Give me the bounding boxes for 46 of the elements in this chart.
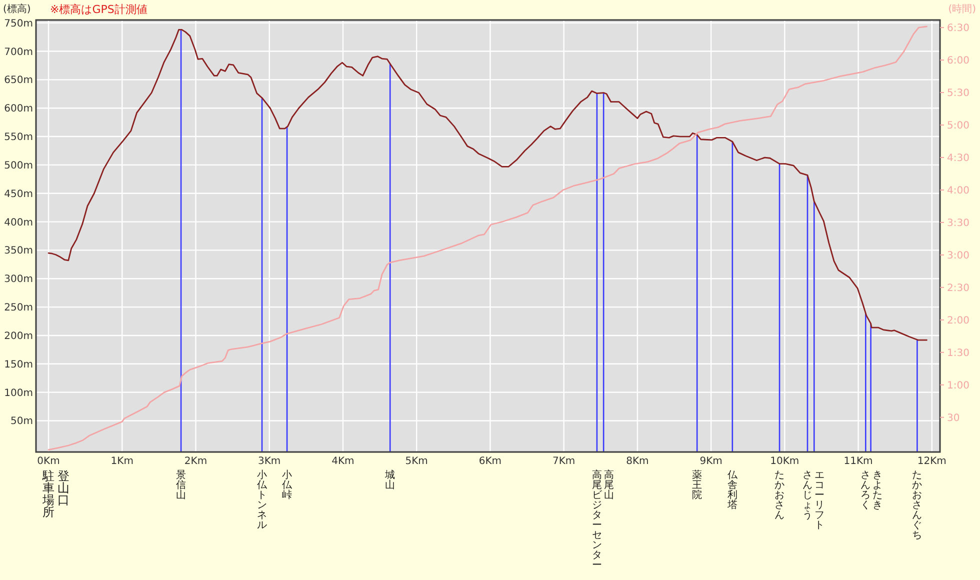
y-tick-label: 500m: [4, 160, 33, 172]
y-tick-label: 750m: [4, 18, 33, 30]
x-tick-label: 4Km: [332, 456, 354, 467]
y2-tick-label: 1:00: [947, 380, 970, 392]
y-tick-label: 550m: [4, 132, 33, 144]
y-tick-label: 50m: [10, 416, 33, 428]
y-tick-label: 350m: [4, 246, 33, 257]
y2-tick-label: 30: [947, 412, 960, 424]
y2-tick-label: 2:30: [947, 282, 970, 294]
x-tick-label: 6Km: [478, 456, 502, 467]
x-tick-label: 3Km: [258, 456, 281, 467]
x-tick-label: 5Km: [405, 456, 428, 467]
y2-tick-label: 5:30: [947, 88, 970, 100]
y-tick-label: 600m: [4, 104, 33, 115]
x-tick-label: 2Km: [184, 456, 208, 467]
y2-tick-label: 3:00: [947, 250, 970, 262]
y2-tick-label: 3:30: [947, 218, 970, 229]
y-tick-label: 300m: [4, 274, 33, 286]
y-tick-label: 400m: [4, 217, 33, 228]
x-tick-label: 0Km: [37, 456, 60, 467]
y2-tick-label: 4:00: [947, 185, 970, 196]
y2-axis-title: (時間): [948, 3, 976, 15]
x-tick-label: 7Km: [552, 456, 576, 467]
y2-tick-label: 1:30: [947, 348, 970, 359]
y-tick-label: 200m: [4, 330, 33, 342]
annotation: 登山口: [58, 469, 70, 507]
y2-tick-label: 6:00: [947, 56, 970, 67]
y-tick-label: 100m: [4, 388, 33, 399]
y-axis-title: (標高): [3, 3, 31, 15]
text: ※標高はGPS計測値: [50, 3, 148, 16]
x-tick-label: 9Km: [700, 456, 722, 467]
x-tick-label: 10Km: [770, 456, 800, 467]
y2-tick-label: 2:00: [947, 315, 970, 326]
y2-tick-label: 4:30: [947, 153, 970, 164]
y-tick-label: 150m: [4, 359, 33, 370]
y2-tick-label: 5:00: [947, 120, 970, 132]
annotation: 駐車場所: [42, 469, 54, 519]
y2-tick-label: 6:30: [947, 23, 970, 34]
y-tick-label: 250m: [4, 302, 33, 314]
y-tick-label: 650m: [4, 75, 33, 86]
y-tick-label: 450m: [4, 188, 33, 200]
x-tick-label: 11Km: [844, 456, 873, 467]
x-tick-label: 8Km: [626, 456, 649, 467]
x-tick-label: 1Km: [110, 456, 134, 467]
y-tick-label: 700m: [4, 46, 33, 58]
x-tick-label: 12Km: [917, 456, 946, 467]
